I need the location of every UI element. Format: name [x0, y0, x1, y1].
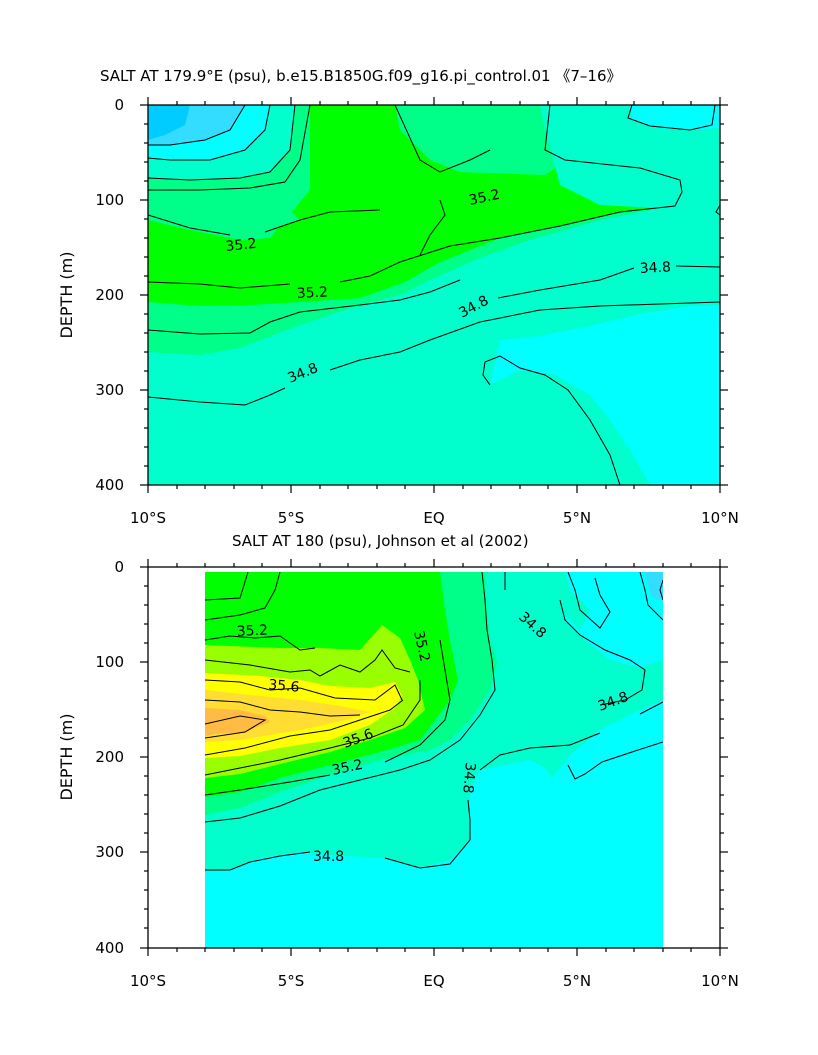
- top-x-ticks: [147, 97, 721, 493]
- bot-fill-34-4: [645, 572, 663, 600]
- bot-xtick-eq: EQ: [423, 972, 444, 990]
- bot-ytick-100: 100: [95, 653, 124, 671]
- bot-label-34-8-b: 34.8: [459, 762, 478, 794]
- top-fill-35-0c: [395, 105, 560, 175]
- bot-xtick-10s: 10°S: [130, 972, 166, 990]
- bot-label-35-2-c: 35.2: [331, 757, 365, 779]
- bottom-title: SALT AT 180 (psu), Johnson et al (2002): [232, 532, 529, 550]
- top-y-tick-labels: 0 100 200 300 400: [95, 96, 124, 494]
- top-fill-34-6c: [490, 305, 720, 485]
- bottom-panel: SALT AT 180 (psu), Johnson et al (2002): [57, 532, 739, 990]
- bottom-x-ticks: [147, 559, 721, 956]
- top-ytick-100: 100: [95, 191, 124, 209]
- top-label-35-2-a: 35.2: [225, 236, 258, 255]
- top-xtick-5n: 5°N: [563, 509, 591, 527]
- bottom-contour-lines: [205, 572, 663, 871]
- top-panel: SALT AT 179.9°E (psu), b.e15.B1850G.f09_…: [57, 67, 739, 527]
- top-ytick-300: 300: [95, 381, 124, 399]
- bot-ytick-0: 0: [114, 558, 124, 576]
- top-xtick-eq: EQ: [423, 509, 444, 527]
- top-ytick-400: 400: [95, 476, 124, 494]
- top-contour-lines: [148, 105, 720, 485]
- top-ytick-200: 200: [95, 286, 124, 304]
- top-xtick-10s: 10°S: [130, 509, 166, 527]
- bot-label-35-2-a: 35.2: [236, 622, 268, 640]
- bot-xtick-5n: 5°N: [563, 972, 591, 990]
- bot-fill-36-0: [205, 708, 270, 736]
- bot-xtick-5s: 5°S: [278, 972, 305, 990]
- top-xtick-5s: 5°S: [278, 509, 305, 527]
- bot-fill-34-6b: [568, 572, 663, 620]
- bot-ytick-300: 300: [95, 843, 124, 861]
- bot-label-35-2-b: 35.2: [410, 629, 433, 663]
- bot-label-34-8-a: 34.8: [313, 849, 344, 865]
- top-y-ticks: [140, 104, 728, 486]
- bottom-y-ticks: [140, 566, 728, 949]
- bottom-y-axis-label: DEPTH (m): [57, 713, 76, 800]
- top-label-35-2-b: 35.2: [468, 187, 502, 209]
- bottom-y-tick-labels: 0 100 200 300 400: [95, 558, 124, 957]
- bottom-x-tick-labels: 10°S 5°S EQ 5°N 10°N: [130, 972, 739, 990]
- bot-fill-34-8b: [485, 572, 590, 630]
- top-ytick-0: 0: [114, 96, 124, 114]
- bot-ytick-200: 200: [95, 748, 124, 766]
- top-fill-34-6d: [630, 105, 720, 130]
- bot-ytick-400: 400: [95, 939, 124, 957]
- top-fill-34-8c: [540, 105, 720, 215]
- bot-fill-34-6c: [568, 700, 663, 778]
- bot-xtick-10n: 10°N: [701, 972, 739, 990]
- top-title: SALT AT 179.9°E (psu), b.e15.B1850G.f09_…: [100, 67, 622, 86]
- top-label-35-2-c: 35.2: [296, 284, 328, 302]
- top-label-34-8-a: 34.8: [639, 259, 671, 277]
- top-x-tick-labels: 10°S 5°S EQ 5°N 10°N: [130, 509, 739, 527]
- top-y-axis-label: DEPTH (m): [57, 251, 76, 338]
- bottom-contour-fill: [205, 572, 663, 948]
- top-fill-34-2: [148, 105, 190, 140]
- bot-label-35-6-a: 35.6: [268, 677, 301, 696]
- top-xtick-10n: 10°N: [701, 509, 739, 527]
